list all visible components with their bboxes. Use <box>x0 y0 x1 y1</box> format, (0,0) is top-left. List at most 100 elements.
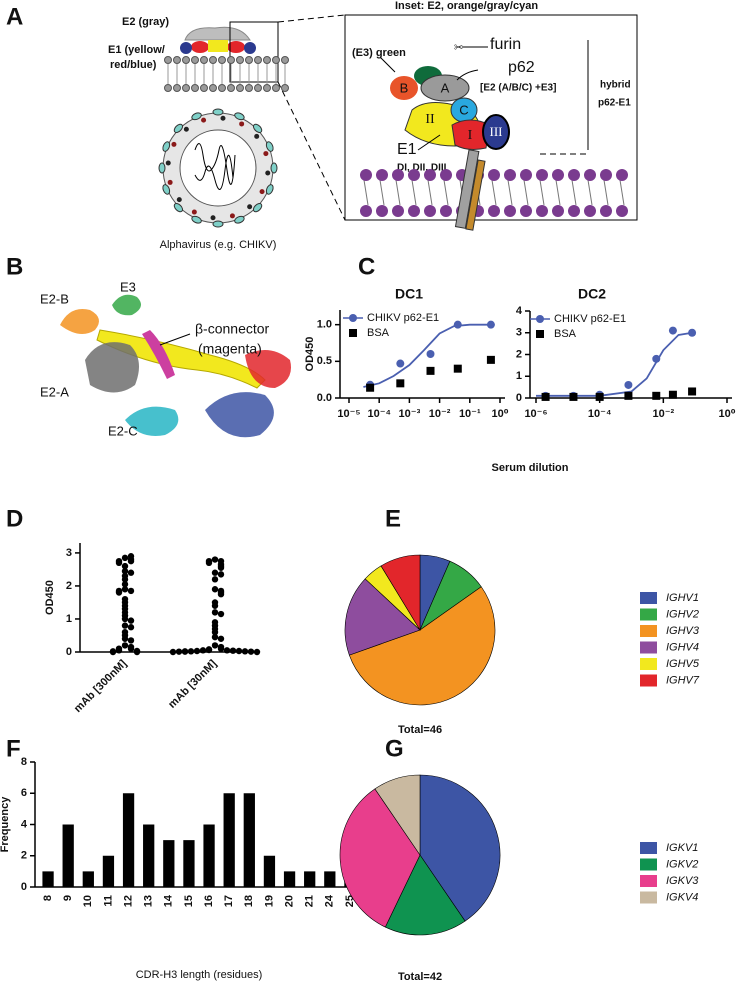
lipid <box>488 205 500 217</box>
point <box>205 646 213 654</box>
point <box>595 392 604 401</box>
ribbon <box>60 309 99 334</box>
lipid <box>600 169 612 181</box>
ribbon <box>142 330 175 379</box>
spike <box>234 112 245 121</box>
lipid <box>245 84 253 92</box>
legend-swatch <box>640 842 657 854</box>
x-tick-label: 19 <box>263 895 275 907</box>
lipid <box>218 56 226 64</box>
label: (magenta) <box>198 341 262 357</box>
point <box>541 392 550 401</box>
point <box>127 557 135 565</box>
legend-label: BSA <box>367 327 390 339</box>
panel-b: E2-B E3 β-connector (magenta) E2-A E2-C <box>40 279 291 438</box>
spike <box>210 215 216 221</box>
lipid <box>392 205 404 217</box>
label: p62 <box>508 59 535 76</box>
ribbon <box>96 329 266 389</box>
y-tick-label: 0 <box>516 392 522 404</box>
lipid <box>360 169 372 181</box>
ribbon <box>112 294 141 316</box>
y-tick-label: 0 <box>66 646 72 658</box>
spike <box>220 115 226 121</box>
point <box>121 615 129 623</box>
lipid <box>376 169 388 181</box>
label: E2-A <box>40 384 69 399</box>
lipid <box>568 205 580 217</box>
label: E2 (gray) <box>122 16 169 28</box>
lipid <box>392 169 404 181</box>
legend-label: IGHV1 <box>666 592 699 604</box>
y-tick-label: 0.0 <box>317 392 332 404</box>
point <box>217 590 225 598</box>
point <box>211 569 219 576</box>
tm-helix <box>465 159 486 231</box>
x-tick-label: 13 <box>143 895 155 907</box>
point <box>688 328 697 337</box>
bar <box>183 840 195 887</box>
panel-a: E2 (gray) E1 (yellow/ red/blue) Alphavir… <box>108 0 638 251</box>
e1-domain <box>244 42 256 54</box>
legend-swatch <box>640 891 657 904</box>
spike <box>162 141 171 152</box>
point <box>211 602 219 609</box>
legend-swatch <box>640 674 657 687</box>
x-tick-label: 24 <box>324 894 336 907</box>
point <box>121 586 129 593</box>
point <box>486 320 495 329</box>
x-tick-label: 10⁰ <box>491 408 508 420</box>
legend-marker <box>349 329 357 337</box>
point <box>569 392 578 401</box>
bar <box>223 793 235 887</box>
legend-swatch <box>640 608 657 621</box>
leader <box>379 56 396 73</box>
legend-swatch <box>640 641 657 654</box>
point <box>127 637 135 644</box>
legend-label: IGKV4 <box>666 891 698 903</box>
y-axis-title: OD450 <box>44 580 56 615</box>
point <box>121 622 129 629</box>
label: E3 <box>120 279 136 294</box>
spike <box>265 170 271 176</box>
x-tick-label: 9 <box>62 895 74 901</box>
y-tick-label: 4 <box>516 305 523 317</box>
bar <box>324 871 336 887</box>
lipid <box>408 169 420 181</box>
point <box>453 364 462 373</box>
x-axis-title: CDR-H3 length (residues) <box>136 969 263 981</box>
point <box>217 635 225 642</box>
point <box>426 366 435 375</box>
lipid <box>488 169 500 181</box>
lipid <box>272 84 280 92</box>
panel-letter: G <box>385 735 404 762</box>
x-tick-label: 10⁻⁶ <box>524 408 547 420</box>
lipid <box>424 169 436 181</box>
point <box>121 642 129 649</box>
lipid <box>584 205 596 217</box>
point <box>115 589 123 596</box>
panel-letter: E <box>385 505 401 532</box>
lipid <box>164 84 172 92</box>
legend-swatch <box>640 875 657 887</box>
spike <box>252 202 263 213</box>
label: furin <box>490 36 521 53</box>
x-tick-label: 15 <box>183 895 195 907</box>
spike <box>254 133 260 139</box>
x-tick-label: 10⁻⁵ <box>337 408 360 420</box>
label: DI, DII, DIII <box>397 163 447 174</box>
lipid <box>173 56 181 64</box>
y-tick-label: 1 <box>66 613 72 625</box>
ribbon <box>85 342 139 393</box>
lipid-tail <box>491 179 497 206</box>
leader <box>417 134 441 151</box>
lipid <box>504 205 516 217</box>
y-tick-label: 2 <box>66 580 72 592</box>
spike <box>270 162 278 174</box>
x-tick-label: 10⁰ <box>718 408 735 420</box>
zoom-line <box>277 14 346 23</box>
spike <box>176 197 182 203</box>
legend-label: CHIKV p62-E1 <box>554 313 626 325</box>
lipid <box>281 84 289 92</box>
